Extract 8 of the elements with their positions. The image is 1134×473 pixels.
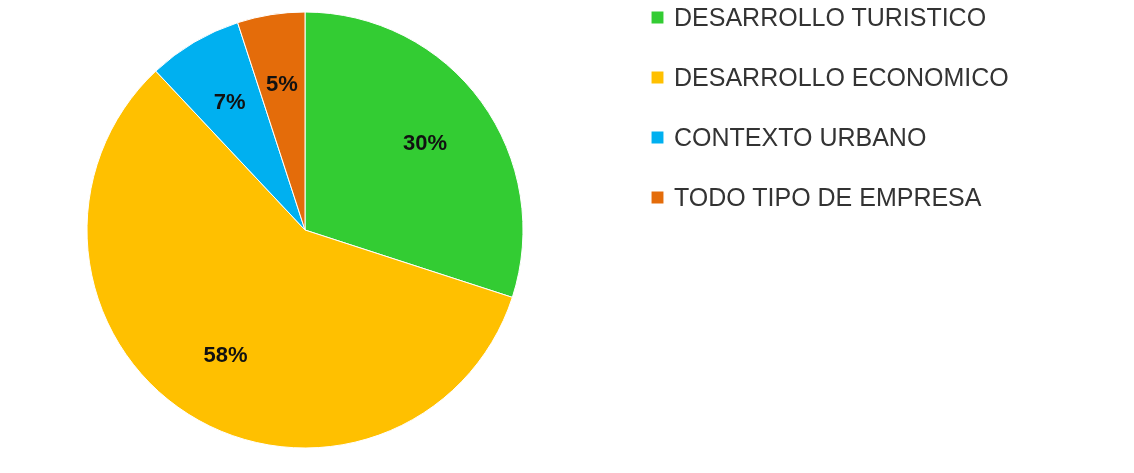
data-label: 58%: [203, 342, 248, 368]
legend-label: DESARROLLO TURISTICO: [674, 2, 987, 31]
data-label: 7%: [213, 89, 246, 115]
data-label: 30%: [402, 129, 447, 155]
legend-label: DESARROLLO ECONOMICO: [674, 62, 1009, 91]
legend-label: CONTEXTO URBANO: [674, 122, 927, 151]
data-label: 5%: [265, 70, 298, 96]
legend-label: TODO TIPO DE EMPRESA: [674, 182, 982, 211]
